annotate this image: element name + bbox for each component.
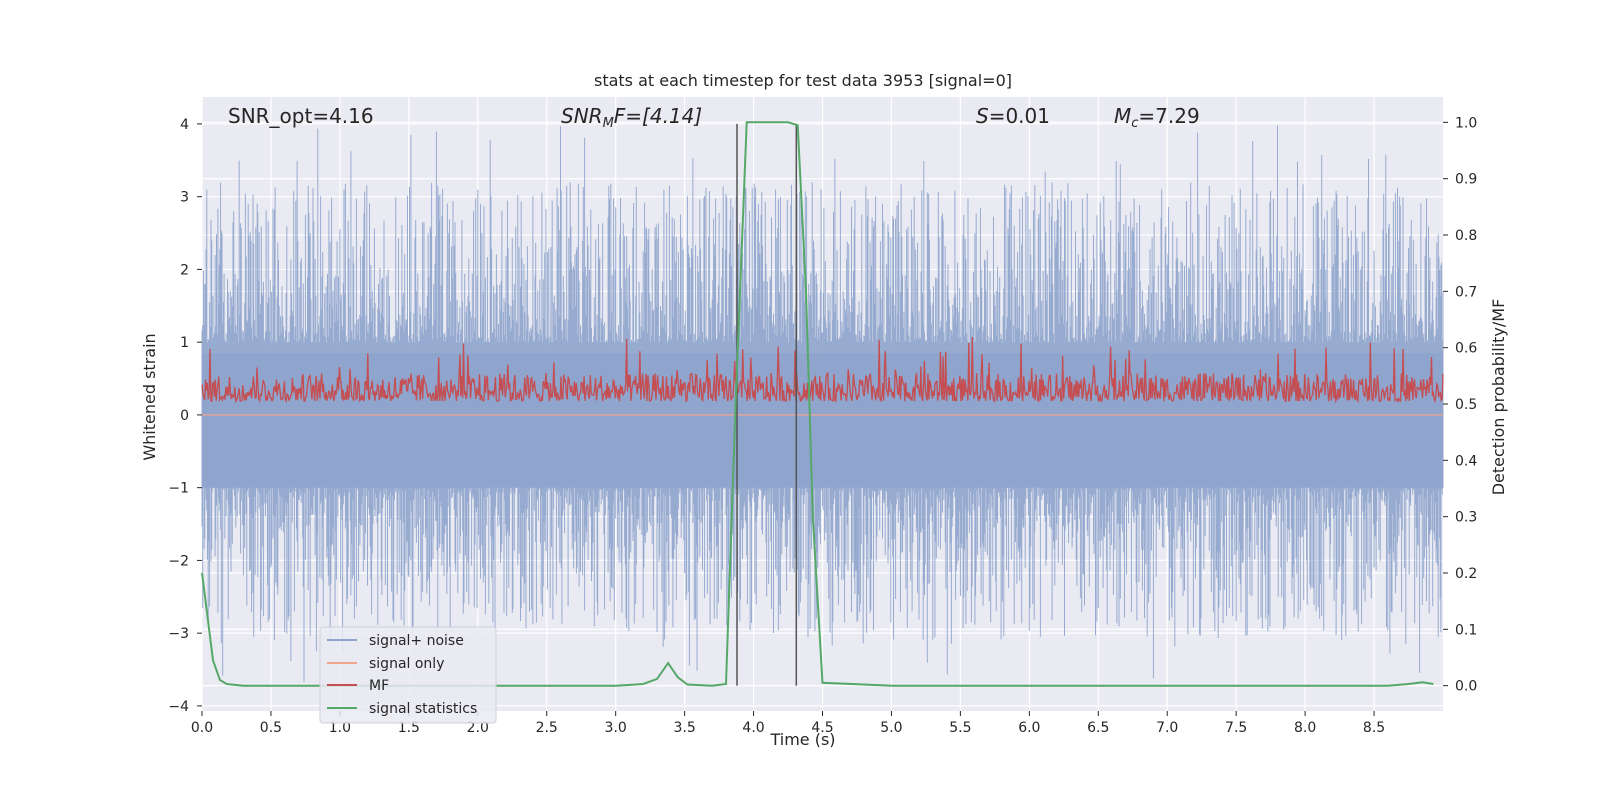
- legend-label-signal-noise: signal+ noise: [369, 633, 464, 649]
- y-right-tick-label: 1.0: [1455, 115, 1477, 131]
- x-tick-label: 1.0: [329, 720, 351, 736]
- y-right-tick-label: 0.2: [1455, 566, 1477, 582]
- y-right-tick-label: 0.9: [1455, 172, 1477, 188]
- legend: signal+ noise signal only MF signal stat…: [319, 626, 497, 724]
- y-left-axis-label: Whitened strain: [140, 333, 159, 460]
- x-tick-label: 0.0: [191, 720, 213, 736]
- y-left-tick-label: −4: [168, 699, 189, 715]
- annotation-s: S=0.01: [976, 104, 1050, 128]
- x-tick-label: 2.0: [467, 720, 489, 736]
- x-tick-label: 4.0: [742, 720, 764, 736]
- legend-item-signal-only: signal only: [327, 656, 444, 672]
- x-tick-label: 3.0: [605, 720, 627, 736]
- y-right-tick-label: 0.4: [1455, 453, 1477, 469]
- legend-item-signal-statistics: signal statistics: [327, 701, 477, 717]
- legend-box: [319, 626, 497, 724]
- x-tick-label: 0.5: [260, 720, 282, 736]
- legend-label-signal-only: signal only: [369, 656, 444, 672]
- annotation-mc: Mc=7.29: [1114, 104, 1200, 131]
- y-right-tick-label: 0.7: [1455, 284, 1477, 300]
- x-axis-label: Time (s): [769, 730, 835, 749]
- legend-item-signal-noise: signal+ noise: [327, 633, 464, 649]
- y-left-tick-label: 3: [180, 190, 189, 206]
- x-tick-label: 2.5: [536, 720, 558, 736]
- x-tick-label: 1.5: [398, 720, 420, 736]
- x-tick-label: 6.0: [1018, 720, 1040, 736]
- x-tick-label: 6.5: [1087, 720, 1109, 736]
- x-tick-label: 8.0: [1294, 720, 1316, 736]
- legend-label-signal-statistics: signal statistics: [369, 701, 477, 717]
- legend-item-mf: MF: [327, 678, 389, 694]
- annotation-snr-mf: SNRMF=[4.14]: [561, 104, 702, 131]
- y-right-tick-label: 0.5: [1455, 397, 1477, 413]
- y-left-tick-label: 1: [180, 335, 189, 351]
- y-left-tick-label: −2: [168, 553, 189, 569]
- y-right-tick-label: 0.6: [1455, 341, 1477, 357]
- annotation-snr-opt: SNR_opt=4.16: [228, 104, 374, 128]
- mf-trace: [201, 336, 1444, 404]
- y-right-axis-ticks: 1.0 0.9 0.8 0.7 0.6 0.5 0.4 0.3 0.2 0.1 0.0: [1443, 115, 1477, 695]
- x-tick-label: 5.5: [949, 720, 971, 736]
- series-signal-noise: [201, 125, 1444, 682]
- vertical-markers: [736, 123, 798, 686]
- y-right-tick-label: 0.8: [1455, 228, 1477, 244]
- x-tick-label: 3.5: [673, 720, 695, 736]
- x-tick-label: 7.5: [1225, 720, 1247, 736]
- x-axis-ticks: 0.0 0.5 1.0 1.5 2.0 2.5 3.0 3.5 4.0 4.5 5.0 5.5 6.0 6…: [191, 711, 1385, 736]
- noise-core-band: [202, 353, 1443, 488]
- x-tick-label: 7.0: [1156, 720, 1178, 736]
- x-tick-label: 8.5: [1363, 720, 1385, 736]
- y-left-tick-label: 4: [180, 117, 189, 133]
- y-left-axis-ticks: 4 3 2 1 0 −1 −2 −3 −4: [168, 117, 202, 715]
- y-right-tick-label: 0.1: [1455, 622, 1477, 638]
- series-mf: [201, 336, 1444, 404]
- y-right-tick-label: 0.3: [1455, 510, 1477, 526]
- x-tick-label: 4.5: [811, 720, 833, 736]
- x-tick-label: 5.0: [880, 720, 902, 736]
- y-left-tick-label: −1: [168, 481, 189, 497]
- y-left-tick-label: 2: [180, 262, 189, 278]
- y-right-axis-label: Detection probability/MF: [1489, 299, 1508, 496]
- annotations: SNR_opt=4.16 SNRMF=[4.14] S=0.01 Mc=7.29: [228, 104, 1200, 131]
- chart-title: stats at each timestep for test data 395…: [594, 71, 1012, 90]
- legend-label-mf: MF: [369, 678, 389, 694]
- y-left-tick-label: −3: [168, 626, 189, 642]
- y-left-tick-label: 0: [180, 408, 189, 424]
- y-right-tick-label: 0.0: [1455, 679, 1477, 695]
